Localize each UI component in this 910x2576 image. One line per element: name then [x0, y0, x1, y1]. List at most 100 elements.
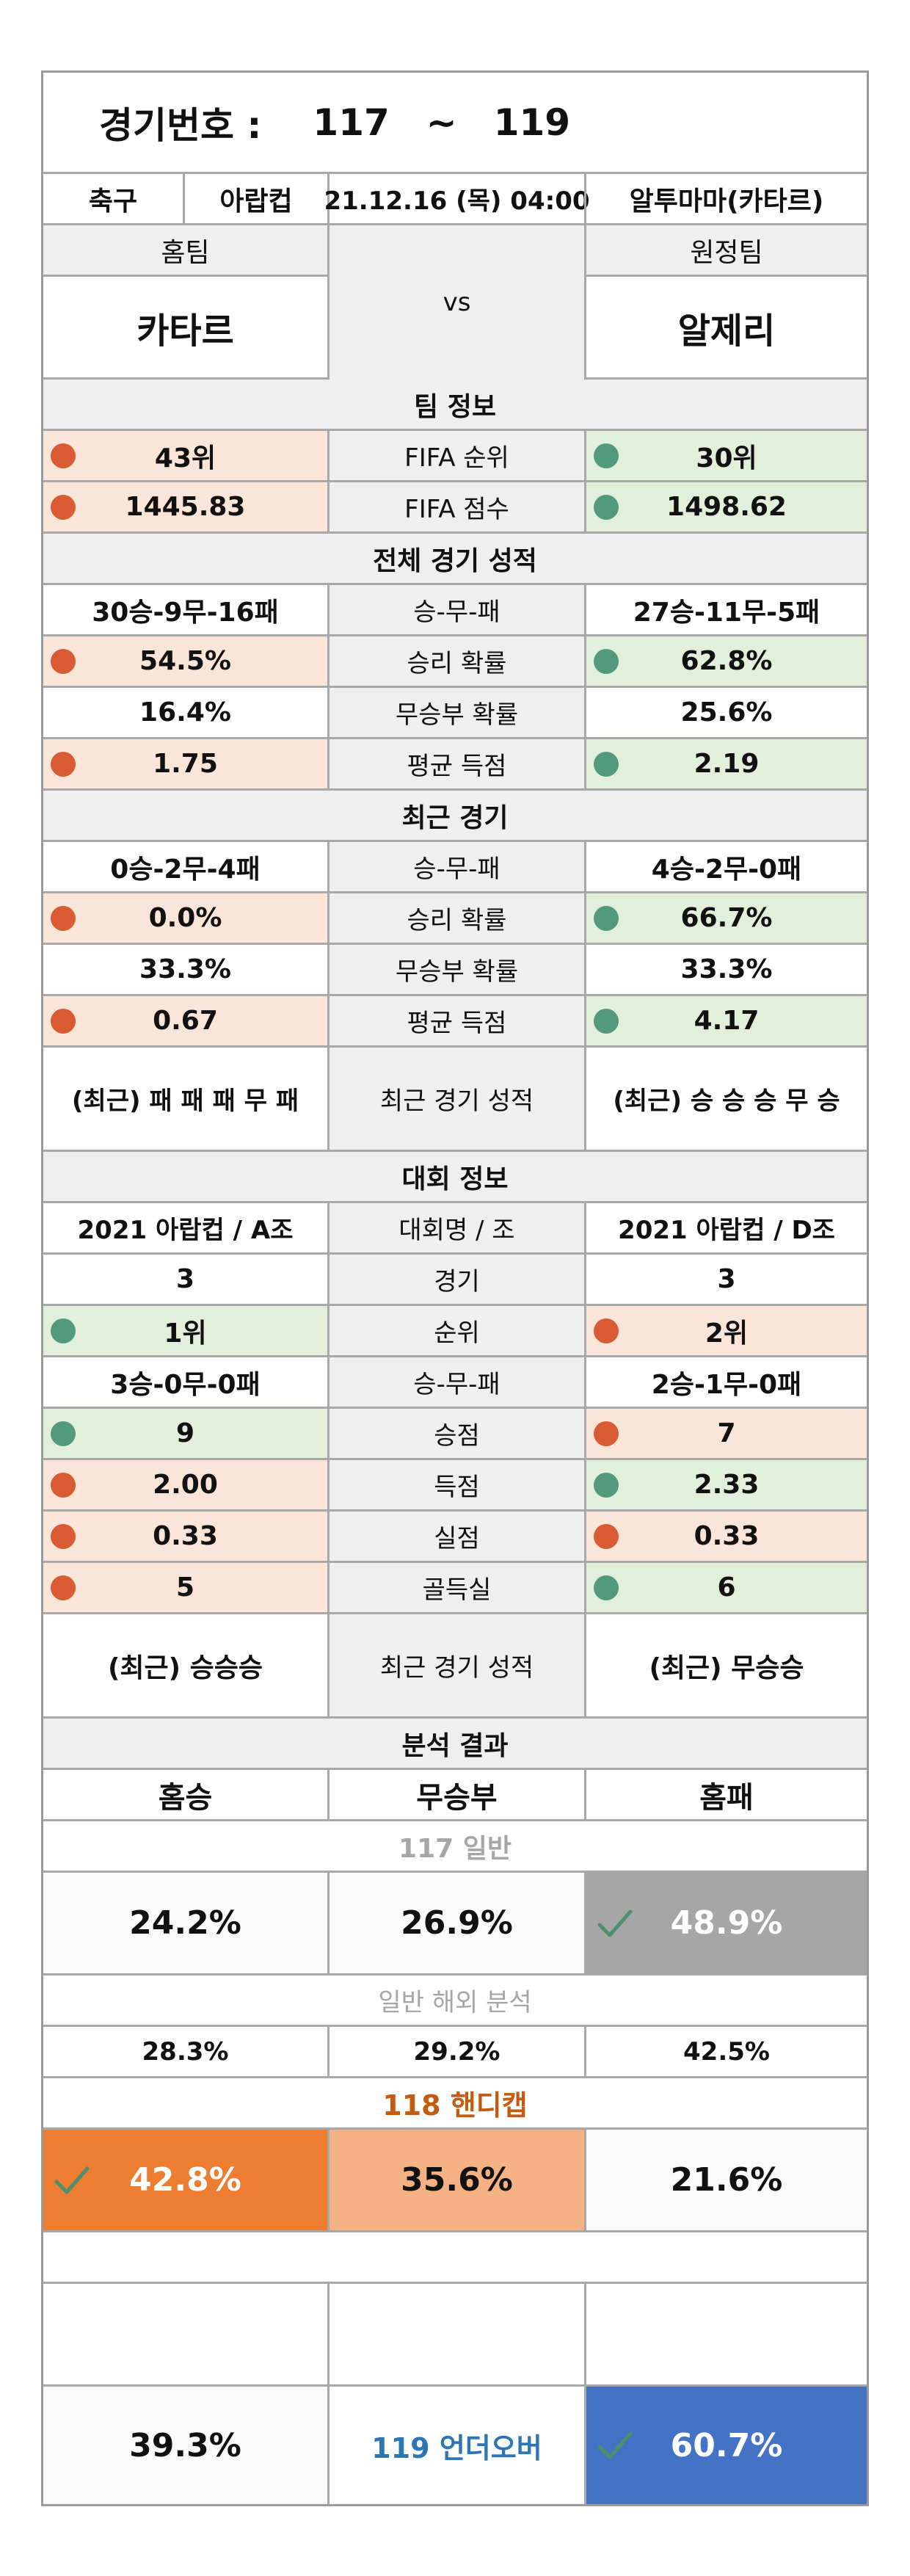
away-recent-form: (최근) 승 승 승 무 승 [584, 1048, 867, 1150]
home-recent-avggoals: 0.67 [43, 996, 327, 1045]
positive-dot-icon [594, 1472, 619, 1498]
underover-over: 60.7% [584, 2387, 867, 2504]
analysis-title-text: 분석 결과 [401, 1730, 509, 1761]
away-tournament-rank-value: 2위 [705, 1318, 749, 1349]
home-overall-record: 30승-9무-16패 [92, 597, 279, 628]
general-home-loss-value: 48.9% [670, 1904, 783, 1942]
home-tournament-form: (최근) 승승승 [107, 1652, 263, 1683]
overseas-title-row: 일반 해외 분석 [43, 1975, 867, 2027]
negative-dot-icon [594, 1523, 619, 1549]
home-overall-drawrate: 16.4% [139, 697, 231, 728]
recent-title: 최근 경기 [43, 791, 867, 842]
team-info-title-text: 팀 정보 [414, 391, 496, 422]
negative-dot-icon [51, 1008, 76, 1034]
underover-spacer-2 [327, 2284, 584, 2384]
league-cell: 아랍컵 [183, 174, 327, 223]
recent-row-avggoals: 0.67 평균 득점 4.17 [43, 996, 867, 1048]
home-recent-winrate: 0.0% [43, 893, 327, 943]
home-tournament-group: 2021 아랍컵 / A조 [77, 1216, 294, 1245]
tournament-rank-label: 순위 [327, 1306, 584, 1355]
away-tournament-goals-for-value: 2.33 [694, 1470, 760, 1500]
tournament-goals-against-label: 실점 [327, 1512, 584, 1561]
fifa-rank-label: FIFA 순위 [327, 431, 584, 480]
away-recent-record: 4승-2무-0패 [584, 842, 867, 891]
away-recent-avggoals-value: 4.17 [694, 1006, 760, 1036]
underover-values-row: 39.3% 119 언더오버 60.7% [43, 2387, 867, 2504]
positive-dot-icon [51, 1318, 76, 1343]
recent-title-text: 최근 경기 [401, 802, 509, 833]
home-fifa-points: 1445.83 [43, 482, 327, 531]
positive-dot-icon [594, 494, 619, 520]
overseas-values-row: 28.3% 29.2% 42.5% [43, 2027, 867, 2078]
tournament-goal-diff-label: 골득실 [327, 1563, 584, 1612]
overall-row-avggoals: 1.75 평균 득점 2.19 [43, 739, 867, 791]
tournament-row-form: (최근) 승승승 최근 경기 성적 (최근) 무승승 [43, 1614, 867, 1719]
negative-dot-icon [51, 1472, 76, 1498]
blank-row [43, 2232, 867, 2284]
away-tournament-goal-diff-value: 6 [717, 1572, 736, 1603]
home-tournament-points: 9 [43, 1409, 327, 1458]
venue-cell: 알투마마(카타르) [584, 174, 867, 223]
overall-title-text: 전체 경기 성적 [373, 545, 537, 576]
col-home-win: 홈승 [158, 1780, 213, 1815]
recent-winrate-label: 승리 확률 [327, 893, 584, 943]
away-fifa-rank-value: 30위 [696, 443, 757, 474]
tournament-row-rank: 1위 순위 2위 [43, 1306, 867, 1357]
away-fifa-rank: 30위 [584, 431, 867, 480]
away-tournament-points: 7 [584, 1409, 867, 1458]
negative-dot-icon [51, 648, 76, 674]
sport-cell: 축구 [88, 186, 138, 217]
home-fifa-points-value: 1445.83 [125, 492, 246, 522]
recent-record-label: 승-무-패 [327, 842, 584, 891]
away-tournament-goal-diff: 6 [584, 1563, 867, 1612]
away-overall-avggoals: 2.19 [584, 739, 867, 788]
recent-drawrate-label: 무승부 확률 [327, 945, 584, 994]
home-team-name: 카타르 [136, 310, 234, 352]
positive-dot-icon [594, 751, 619, 777]
tournament-row-record: 3승-0무-0패 승-무-패 2승-1무-0패 [43, 1357, 867, 1409]
tournament-games-label: 경기 [327, 1255, 584, 1304]
tournament-row-group: 2021 아랍컵 / A조 대회명 / 조 2021 아랍컵 / D조 [43, 1203, 867, 1255]
tournament-row-points: 9 승점 7 [43, 1409, 867, 1460]
away-fifa-points: 1498.62 [584, 482, 867, 531]
handicap-values-row: 42.8% 35.6% 21.6% [43, 2130, 867, 2232]
handicap-draw: 35.6% [327, 2130, 584, 2230]
away-overall-drawrate: 25.6% [584, 688, 867, 737]
analysis-columns-row: 홈승 무승부 홈패 [43, 1770, 867, 1821]
away-tournament-points-value: 7 [717, 1418, 736, 1448]
tournament-title-text: 대회 정보 [401, 1164, 509, 1194]
home-recent-form: (최근) 패 패 패 무 패 [71, 1086, 299, 1116]
home-tournament-rank-value: 1위 [164, 1318, 207, 1349]
negative-dot-icon [51, 1523, 76, 1549]
check-icon [597, 2431, 633, 2459]
away-recent-winrate-value: 66.7% [680, 903, 773, 933]
home-overall-avggoals-value: 1.75 [153, 749, 218, 779]
general-draw: 26.9% [327, 1873, 584, 1973]
tournament-row-goals-for: 2.00 득점 2.33 [43, 1460, 867, 1512]
overall-title: 전체 경기 성적 [43, 534, 867, 585]
underover-spacer-row [43, 2284, 867, 2387]
recent-row-record: 0승-2무-4패 승-무-패 4승-2무-0패 [43, 842, 867, 893]
away-tournament-games: 3 [584, 1255, 867, 1304]
match-number-label: 경기번호 : [99, 104, 262, 147]
home-team-label: 홈팀 [43, 225, 327, 277]
tournament-row-goal-diff: 5 골득실 6 [43, 1563, 867, 1614]
home-recent-drawrate: 33.3% [139, 954, 231, 984]
away-tournament-goals-for: 2.33 [584, 1460, 867, 1509]
handicap-home-loss: 21.6% [584, 2130, 867, 2230]
team-info-row-rank: 43위 FIFA 순위 30위 [43, 431, 867, 482]
tournament-form-label: 최근 경기 성적 [327, 1614, 584, 1716]
analysis-sheet: 경기번호 : 117 ~ 119 축구 아랍컵 21.12.16 (목) 04:… [41, 70, 869, 2506]
away-tournament-goals-against: 0.33 [584, 1512, 867, 1561]
away-recent-winrate: 66.7% [584, 893, 867, 943]
away-fifa-points-value: 1498.62 [666, 492, 787, 522]
check-icon [54, 2166, 90, 2194]
general-home-win: 24.2% [43, 1873, 327, 1973]
away-recent-avggoals: 4.17 [584, 996, 867, 1045]
overall-avggoals-label: 평균 득점 [327, 739, 584, 788]
match-number-from: 117 [313, 101, 390, 144]
recent-row-winrate: 0.0% 승리 확률 66.7% [43, 893, 867, 945]
col-home-loss: 홈패 [584, 1770, 867, 1819]
match-number-to: 119 [493, 101, 571, 144]
datetime-cell: 21.12.16 (목) 04:00 [324, 174, 590, 223]
